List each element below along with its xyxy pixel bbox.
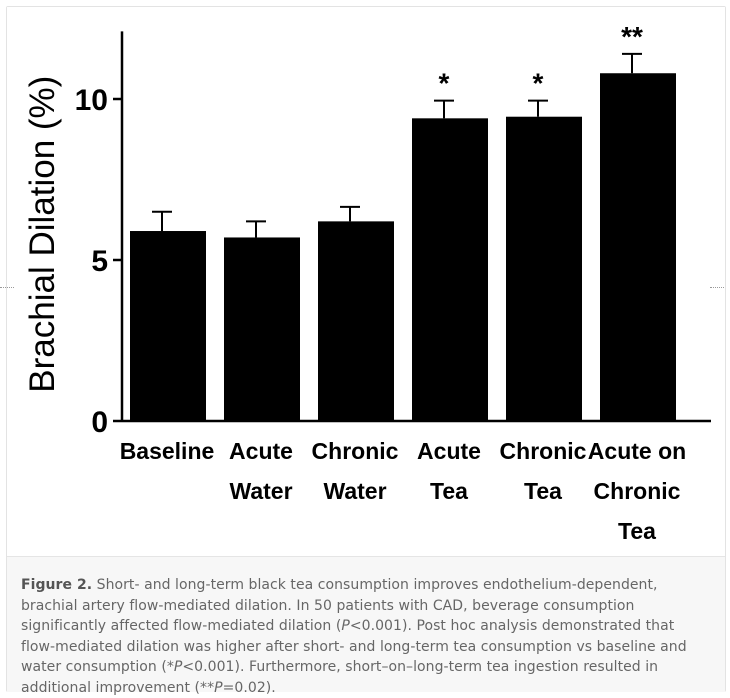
caption-label: Figure 2. <box>21 577 93 593</box>
bar-3 <box>412 118 488 421</box>
significance-marker-5: ** <box>621 21 643 52</box>
caption-text-3: <0.001). Furthermore, short–on–long-term… <box>21 659 659 696</box>
bar-4 <box>506 116 582 422</box>
caption-box: Figure 2. Short- and long-term black tea… <box>7 556 725 696</box>
caption-p-3: P <box>214 679 223 696</box>
caption-p-1: P <box>341 618 350 634</box>
bar-2 <box>318 221 394 421</box>
x-tick-label-1-0: Acute <box>229 438 293 464</box>
significance-marker-3: * <box>439 68 450 99</box>
figure-caption: Figure 2. Short- and long-term black tea… <box>21 575 711 698</box>
caption-text-2: <0.001). Post hoc analysis demonstrated … <box>21 618 687 675</box>
caption-text-1: Short- and long-term black tea consumpti… <box>21 577 658 634</box>
significance-marker-4: * <box>533 68 544 99</box>
x-tick-label-2-0: Chronic <box>312 438 399 464</box>
caption-p-2: P <box>173 659 183 675</box>
x-tick-label-5-1: Chronic <box>594 478 681 504</box>
chart-area: 0 5 10 Brachial Dilation (%) Baseline Acute Wa… <box>7 7 725 555</box>
x-tick-label-5-0: Acute on <box>588 438 686 464</box>
figure-frame: 0 5 10 Brachial Dilation (%) Baseline Acute Wa… <box>6 6 726 696</box>
x-tick-label-1-1: Water <box>229 478 292 504</box>
bar-chart: 0 5 10 Brachial Dilation (%) Baseline Acute Wa… <box>23 21 711 544</box>
x-tick-label-5-2: Tea <box>618 518 656 544</box>
x-tick-label-4-1: Tea <box>524 478 562 504</box>
x-tick-label-3-1: Tea <box>430 478 468 504</box>
x-tick-label-3-0: Acute <box>417 438 481 464</box>
x-tick-label-4-0: Chronic <box>500 438 587 464</box>
y-tick-label-1: 5 <box>91 245 108 278</box>
y-axis-label: Brachial Dilation (%) <box>23 76 62 393</box>
caption-text-4: =0.02). <box>222 679 276 696</box>
y-tick-label-2: 10 <box>75 84 108 117</box>
right-divider-dots <box>710 287 724 288</box>
left-divider-dots <box>0 287 14 288</box>
x-tick-label-0-0: Baseline <box>120 438 215 464</box>
y-tick-label-0: 0 <box>91 406 108 439</box>
bar-5 <box>600 73 676 422</box>
bar-1 <box>224 237 300 421</box>
bar-0 <box>130 231 206 421</box>
x-tick-label-2-1: Water <box>323 478 386 504</box>
